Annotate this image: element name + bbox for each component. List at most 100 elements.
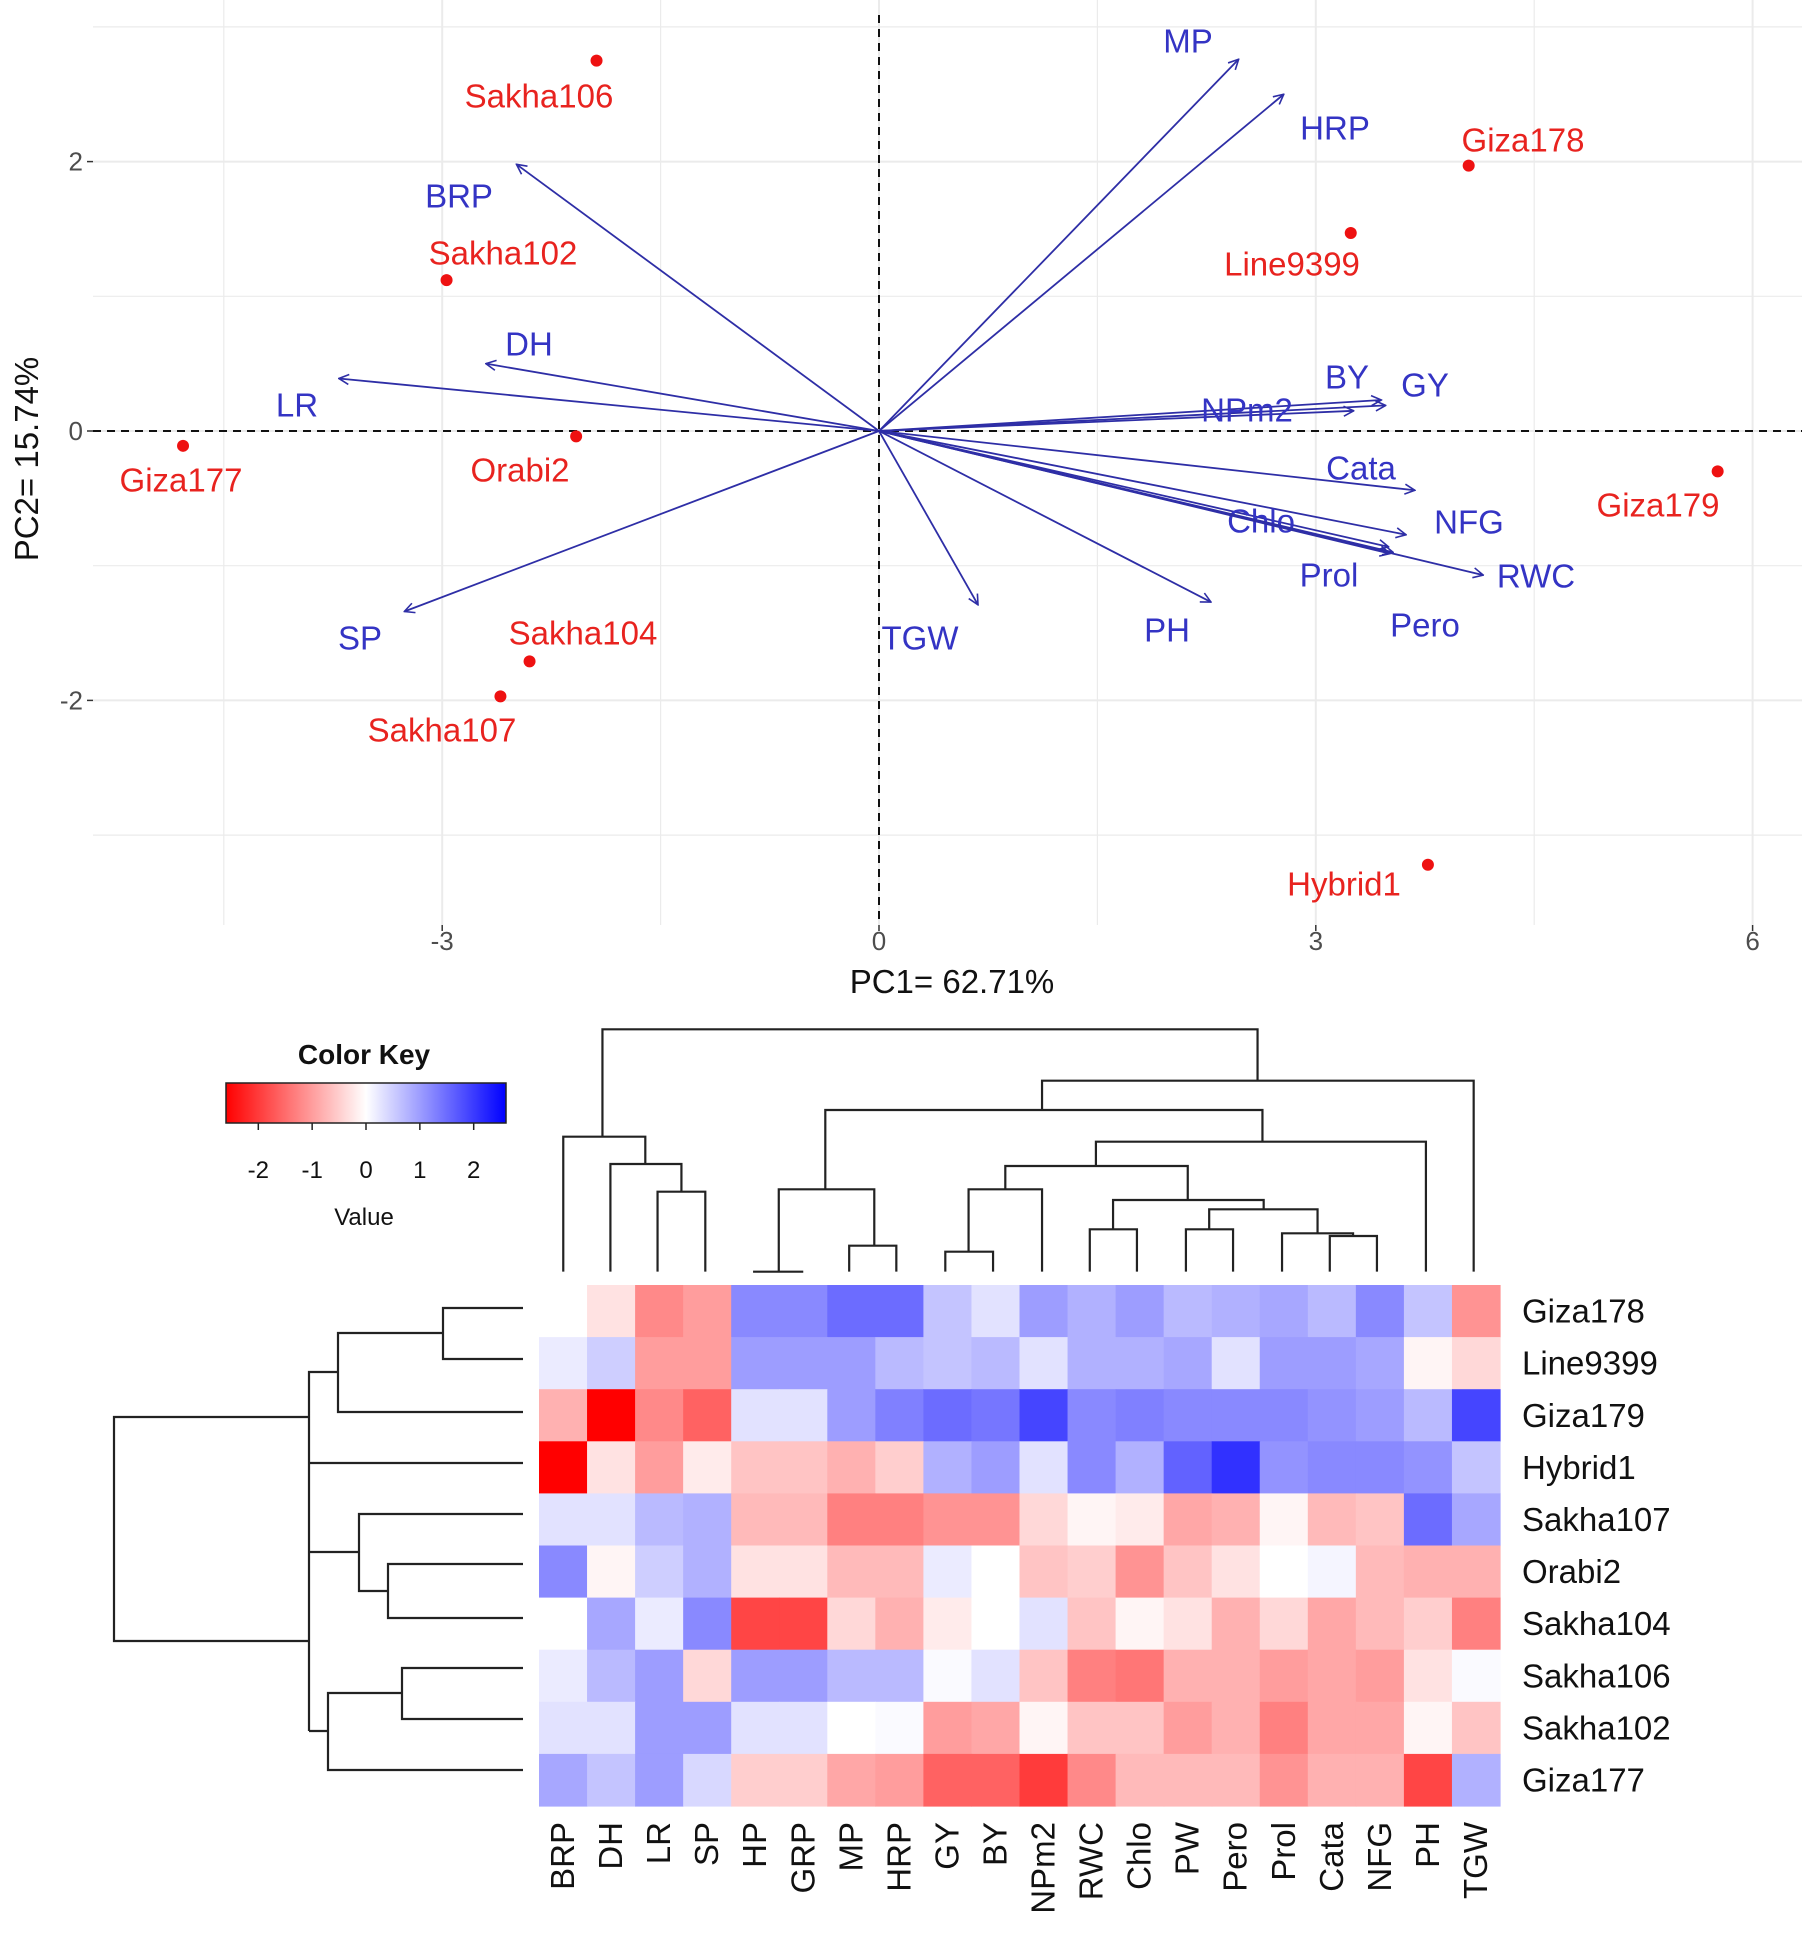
heatmap-cell bbox=[587, 1753, 636, 1807]
heatmap-cell bbox=[1211, 1493, 1261, 1547]
heatmap-cell bbox=[971, 1389, 1021, 1442]
loading-arrow-ph bbox=[878, 430, 1211, 602]
loading-label: BRP bbox=[425, 178, 493, 215]
heatmap-cell bbox=[1259, 1701, 1309, 1755]
genotype-label: Line9399 bbox=[1224, 246, 1360, 283]
heatmap-cell bbox=[923, 1597, 973, 1651]
heatmap-cell bbox=[875, 1337, 924, 1390]
heatmap-cell bbox=[1067, 1441, 1117, 1494]
heatmap-cell bbox=[1115, 1285, 1165, 1338]
heatmap-cell bbox=[923, 1649, 973, 1703]
heatmap-cell bbox=[1163, 1597, 1213, 1651]
heatmap-cell bbox=[1163, 1389, 1213, 1442]
heatmap-cell bbox=[1115, 1649, 1165, 1703]
heatmap-cell bbox=[731, 1389, 780, 1442]
column-label: GY bbox=[928, 1822, 965, 1870]
genotype-label: Giza177 bbox=[120, 462, 243, 499]
heatmap-cell bbox=[1451, 1753, 1501, 1807]
y-tick-label: 2 bbox=[69, 147, 83, 177]
color-key-xlabel: Value bbox=[334, 1204, 394, 1231]
heatmap-cell bbox=[1307, 1701, 1357, 1755]
heatmap-cell bbox=[1307, 1337, 1357, 1390]
heatmap-cell bbox=[1451, 1701, 1501, 1755]
heatmap-cell bbox=[1163, 1545, 1213, 1599]
heatmap-cell bbox=[875, 1597, 924, 1651]
column-label: DH bbox=[592, 1822, 629, 1870]
heatmap-cell bbox=[1451, 1441, 1501, 1494]
column-dendrogram bbox=[563, 1029, 1473, 1271]
row-dendrogram bbox=[112, 1306, 523, 1772]
genotype-point bbox=[590, 54, 603, 67]
heatmap-cell bbox=[731, 1649, 780, 1703]
heatmap-cell bbox=[1211, 1337, 1261, 1390]
heatmap-cell bbox=[1355, 1389, 1405, 1442]
heatmap-cell bbox=[587, 1441, 636, 1494]
heatmap-cell bbox=[875, 1285, 924, 1338]
heatmap-cell bbox=[1211, 1597, 1261, 1651]
column-label: HRP bbox=[880, 1822, 917, 1892]
heatmap-cell bbox=[1211, 1753, 1261, 1807]
heatmap-cell bbox=[1163, 1441, 1213, 1494]
heatmap-cell bbox=[1211, 1649, 1261, 1703]
heatmap-cell bbox=[971, 1597, 1021, 1651]
heatmap-cell bbox=[1403, 1545, 1453, 1599]
heatmap-cell bbox=[875, 1701, 924, 1755]
heatmap-cell bbox=[779, 1649, 828, 1703]
column-label: PH bbox=[1409, 1822, 1446, 1868]
column-label: SP bbox=[688, 1822, 725, 1866]
loading-label: Prol bbox=[1300, 557, 1359, 594]
heatmap-cell bbox=[539, 1441, 588, 1494]
heatmap-cell bbox=[731, 1285, 780, 1338]
loading-arrow-brp bbox=[516, 164, 880, 432]
genotype-point bbox=[1711, 465, 1724, 478]
loading-arrow-hrp bbox=[878, 94, 1284, 432]
heatmap-cell bbox=[1307, 1389, 1357, 1442]
heatmap-cell bbox=[1163, 1337, 1213, 1390]
heatmap-cell bbox=[1451, 1389, 1501, 1442]
row-label: Sakha104 bbox=[1522, 1605, 1671, 1642]
genotype-point bbox=[177, 439, 190, 452]
heatmap-cell bbox=[1259, 1545, 1309, 1599]
heatmap-cell bbox=[1403, 1337, 1453, 1390]
y-tick-label: -2 bbox=[60, 685, 83, 715]
heatmap-cell bbox=[1019, 1753, 1069, 1807]
heatmap-cell bbox=[779, 1753, 828, 1807]
heatmap-cell bbox=[539, 1337, 588, 1390]
heatmap-cell bbox=[1403, 1597, 1453, 1651]
heatmap-cell bbox=[1067, 1545, 1117, 1599]
heatmap-cell bbox=[1211, 1545, 1261, 1599]
heatmap-cell bbox=[1019, 1337, 1069, 1390]
heatmap-cell bbox=[1067, 1285, 1117, 1338]
heatmap-cell bbox=[971, 1545, 1021, 1599]
column-label: Prol bbox=[1265, 1822, 1302, 1881]
heatmap-cell bbox=[1259, 1493, 1309, 1547]
heatmap-cell bbox=[875, 1753, 924, 1807]
genotype-point bbox=[570, 430, 583, 443]
x-tick-label: 0 bbox=[872, 926, 886, 956]
heatmap-cell bbox=[1403, 1285, 1453, 1338]
heatmap-cell bbox=[683, 1753, 732, 1807]
row-label: Orabi2 bbox=[1522, 1553, 1621, 1590]
loading-label: HRP bbox=[1300, 110, 1370, 147]
heatmap-cell bbox=[635, 1753, 684, 1807]
heatmap-cell bbox=[1403, 1441, 1453, 1494]
column-label: NPm2 bbox=[1025, 1822, 1062, 1914]
heatmap-cell bbox=[1259, 1285, 1309, 1338]
heatmap-cell bbox=[731, 1545, 780, 1599]
heatmap-cell bbox=[1307, 1285, 1357, 1338]
loading-label: DH bbox=[505, 326, 553, 363]
heatmap-cell bbox=[1067, 1597, 1117, 1651]
heatmap-cell bbox=[1451, 1597, 1501, 1651]
heatmap-cell bbox=[923, 1337, 973, 1390]
heatmap-cell bbox=[971, 1493, 1021, 1547]
heatmap-cell bbox=[827, 1545, 876, 1599]
row-label: Giza177 bbox=[1522, 1761, 1645, 1798]
loading-label: MP bbox=[1163, 23, 1213, 60]
heatmap-cell bbox=[1307, 1545, 1357, 1599]
heatmap-cell bbox=[827, 1701, 876, 1755]
heatmap-cell bbox=[539, 1701, 588, 1755]
heatmap-cell bbox=[1259, 1753, 1309, 1807]
loading-arrow-dh bbox=[486, 364, 880, 432]
heatmap-cell bbox=[971, 1649, 1021, 1703]
loading-label: BY bbox=[1325, 359, 1369, 396]
